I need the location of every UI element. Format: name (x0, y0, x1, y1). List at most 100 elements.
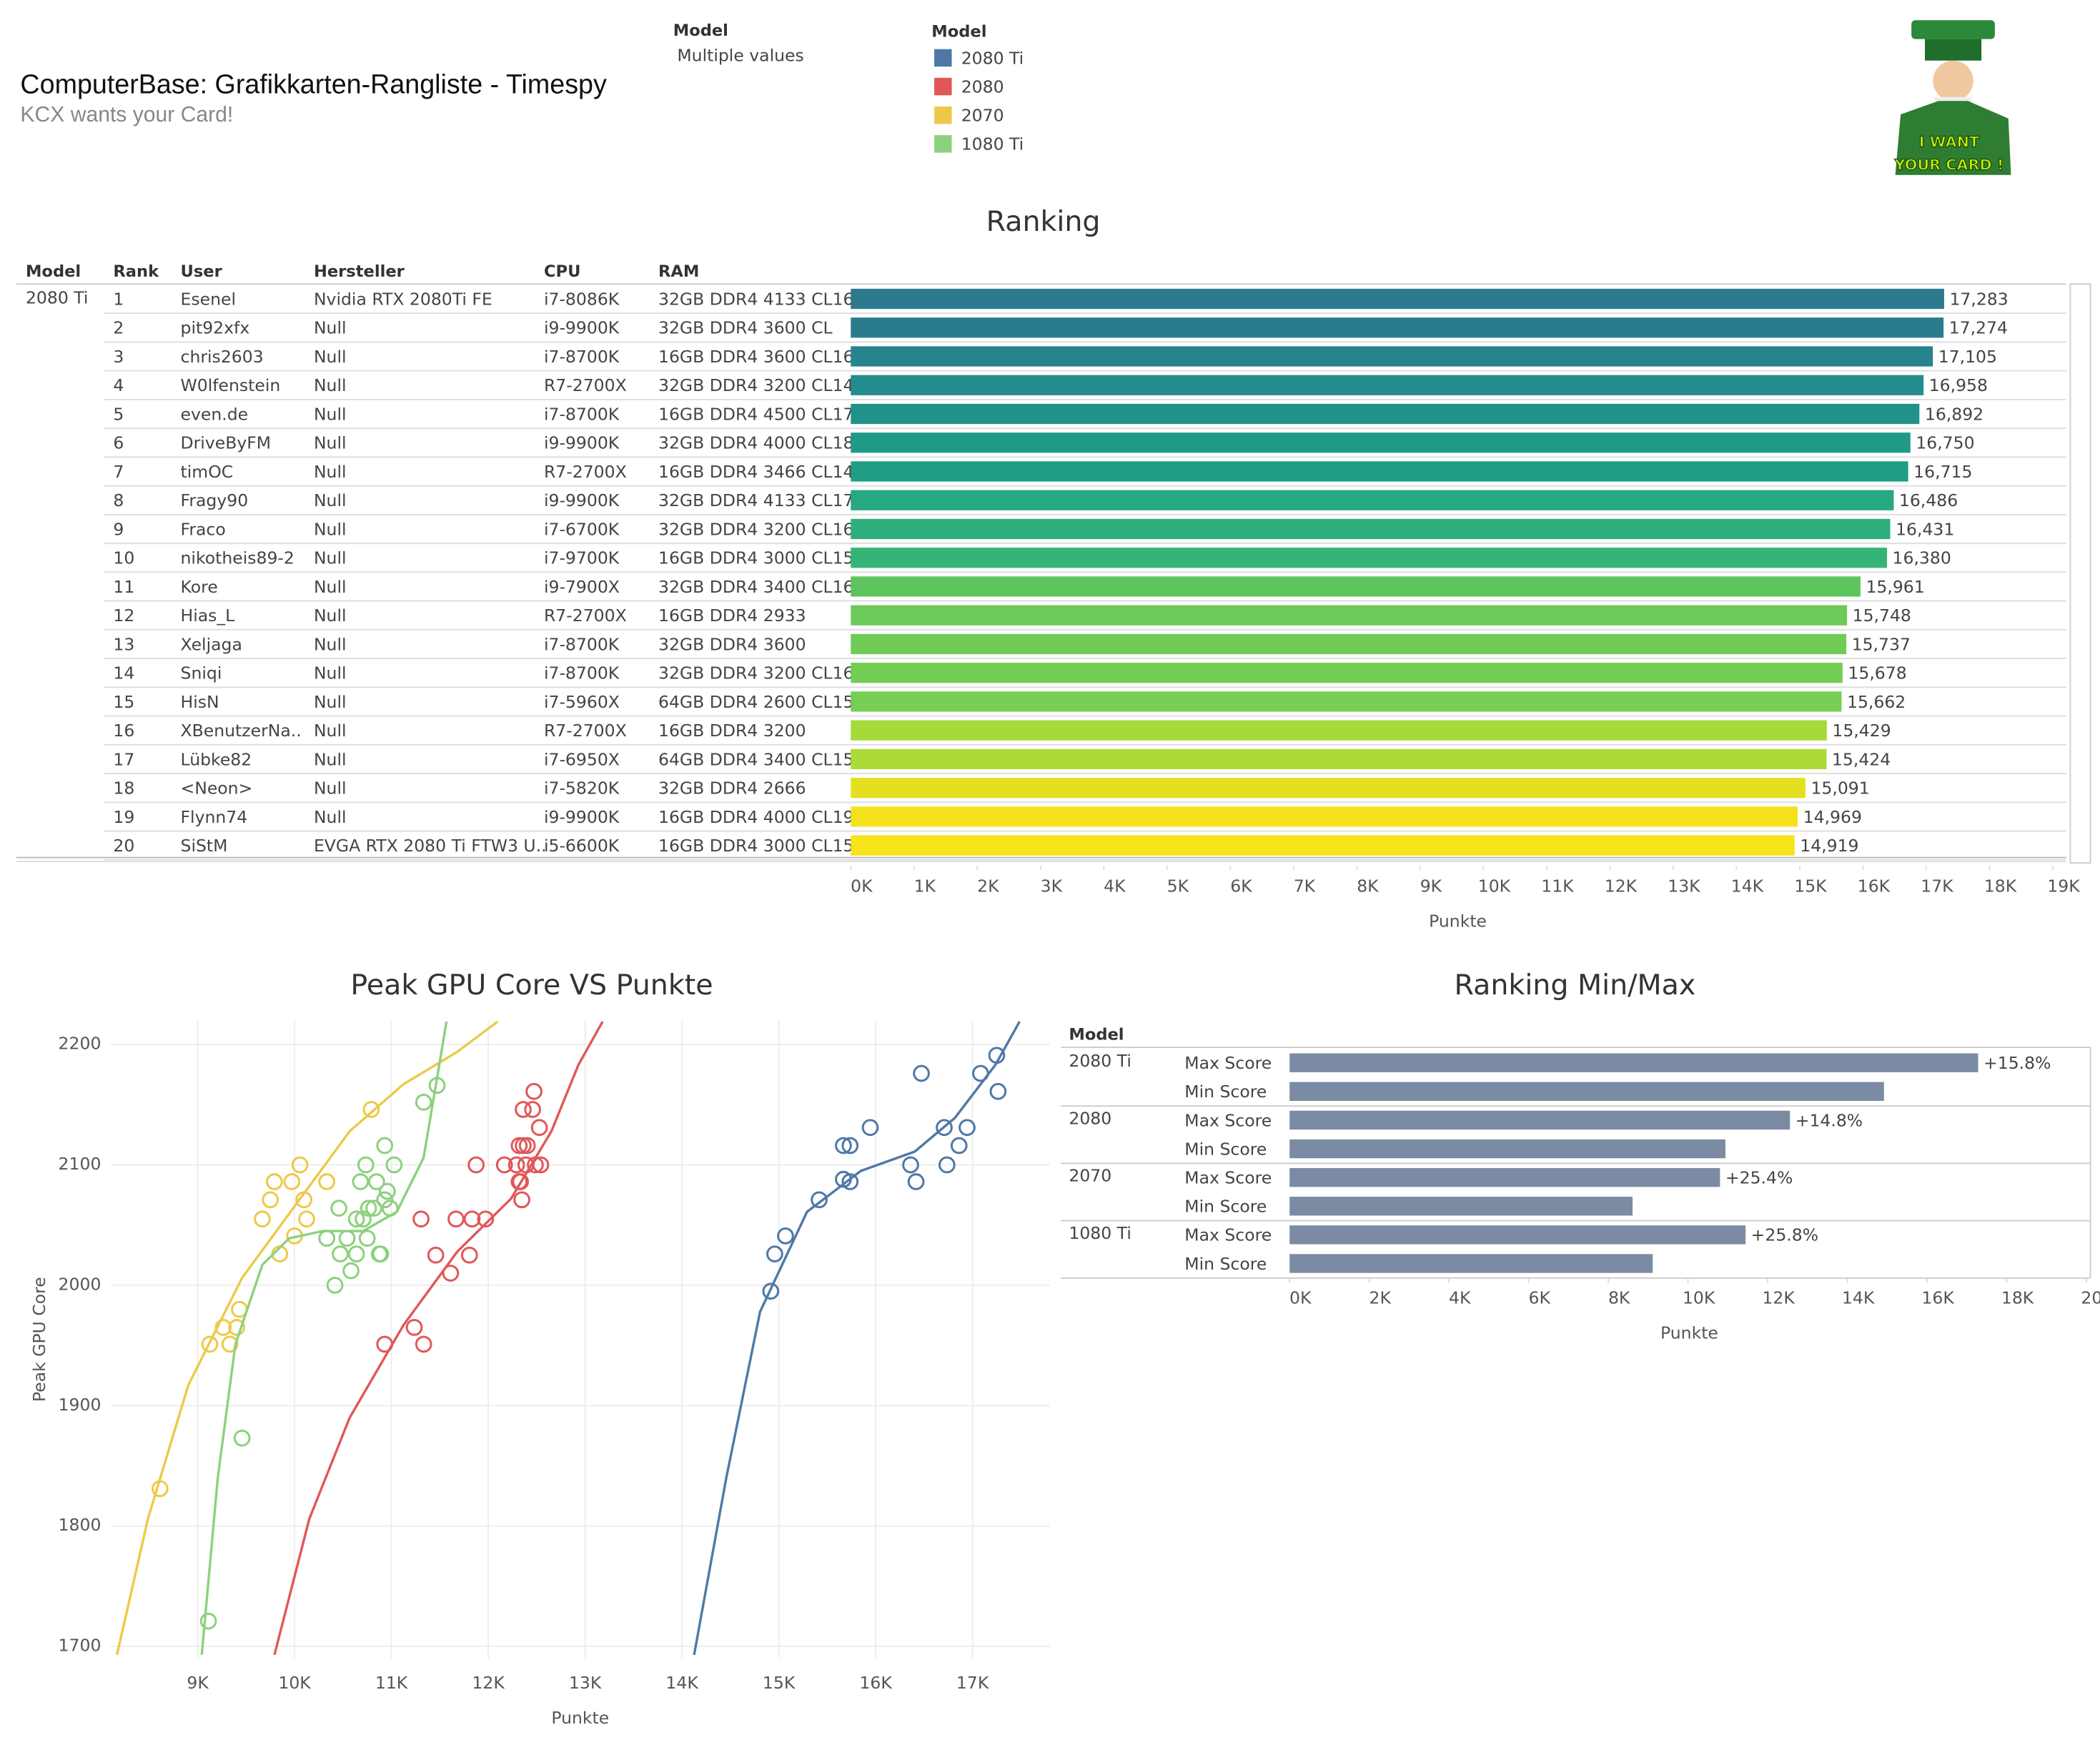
point (861, 1119, 879, 1137)
value-label: 15,091 (1811, 778, 1869, 799)
bar (851, 835, 1795, 856)
x-tick-label: 10K (1478, 876, 1511, 896)
x-tick-label: 18K (1984, 876, 2017, 896)
bar (851, 548, 1888, 568)
point (342, 1262, 360, 1280)
legend-label: 1080 Ti (961, 134, 1024, 154)
point (214, 1318, 232, 1336)
cell-cpu: R7-2700X (544, 375, 627, 395)
category-label: 2080 (1069, 1108, 1111, 1128)
point (365, 1200, 382, 1217)
cell-hersteller: Null (314, 807, 347, 827)
cell-rank: 5 (113, 404, 124, 424)
point (379, 1182, 396, 1200)
cell-user: Flynn74 (181, 807, 248, 827)
scrollbar (2069, 283, 2091, 864)
point (950, 1137, 968, 1155)
point (199, 1612, 217, 1630)
bar (851, 375, 1924, 395)
trend-line (273, 1021, 604, 1656)
point (777, 1227, 794, 1245)
y-axis-label: Peak GPU Core (29, 1277, 49, 1402)
point (295, 1191, 313, 1209)
cell-hersteller: Null (314, 347, 347, 367)
logo-face (1933, 60, 1973, 102)
cell-cpu: i7-6700K (544, 519, 620, 539)
cell-ram: 16GB DDR4 3466 CL14 (658, 462, 854, 482)
point (510, 1173, 528, 1190)
trend-line (693, 1021, 1021, 1656)
x-tick-label: 8K (1608, 1288, 1630, 1308)
cell-user: Fraco (181, 519, 226, 539)
column-header: Rank (113, 262, 159, 281)
point (362, 1101, 380, 1118)
point (367, 1173, 385, 1190)
point (495, 1156, 513, 1174)
cell-cpu: i9-9900K (544, 490, 620, 510)
x-tick-label: 15K (1794, 876, 1827, 896)
cell-user: Hias_L (181, 605, 235, 626)
point (360, 1200, 377, 1217)
point (233, 1429, 251, 1447)
cell-user: Kore (181, 577, 218, 597)
legend-swatch (934, 49, 952, 67)
cell-hersteller: Null (314, 404, 347, 424)
point (298, 1210, 315, 1228)
point (376, 1191, 394, 1209)
point (841, 1173, 859, 1190)
cell-cpu: i9-9900K (544, 807, 620, 827)
y-tick-label: 1800 (59, 1515, 101, 1535)
point (835, 1137, 852, 1155)
point (318, 1173, 336, 1190)
series-label: Min Score (1184, 1197, 1267, 1217)
bar (1289, 1139, 1725, 1159)
row-header: Model (1069, 1026, 1124, 1044)
bar (1289, 1110, 1791, 1130)
bar (851, 778, 1806, 799)
point (415, 1094, 432, 1111)
point (262, 1191, 279, 1209)
x-tick-label: 1K (914, 876, 936, 896)
x-tick-label: 16K (1921, 1288, 1954, 1308)
point (524, 1101, 542, 1118)
column-header: CPU (544, 262, 580, 281)
x-tick-label: 2K (977, 876, 999, 896)
logo-hat (1911, 20, 1995, 39)
cell-hersteller: Null (314, 605, 347, 626)
annotation: +14.8% (1796, 1110, 1863, 1130)
column-header: RAM (658, 262, 699, 281)
cell-user: Sniqi (181, 663, 222, 683)
bar (851, 403, 1920, 425)
value-label: 15,678 (1848, 663, 1906, 683)
cell-hersteller: Null (314, 663, 347, 683)
x-tick-label: 4K (1449, 1288, 1471, 1308)
x-tick-label: 3K (1041, 876, 1063, 896)
cell-cpu: R7-2700X (544, 605, 627, 626)
y-tick-label: 2000 (59, 1274, 101, 1294)
point (266, 1173, 283, 1190)
cell-ram: 16GB DDR4 4000 CL19 (658, 807, 854, 827)
bar (851, 288, 1944, 310)
point (442, 1265, 460, 1282)
series-label: Max Score (1184, 1225, 1272, 1245)
cell-user: XBenutzerNa.. (181, 721, 302, 741)
logo-text: YOUR CARD ! (1893, 157, 2004, 174)
x-tick-label: 20K (2081, 1288, 2100, 1308)
category-label: 2080 Ti (1069, 1051, 1131, 1071)
value-label: 17,274 (1949, 318, 2008, 338)
x-axis-label: Punkte (1660, 1323, 1718, 1343)
point (762, 1282, 780, 1300)
x-tick-label: 0K (1289, 1288, 1312, 1308)
cell-rank: 15 (113, 692, 134, 712)
point (151, 1480, 169, 1498)
chart-title: Ranking Min/Max (1455, 969, 1696, 1002)
cell-rank: 18 (113, 778, 134, 799)
x-tick-label: 10K (278, 1673, 311, 1693)
point (357, 1156, 375, 1174)
value-label: 15,424 (1832, 749, 1891, 769)
point (338, 1230, 356, 1247)
logo-coat (1895, 101, 2011, 175)
x-tick-label: 11K (375, 1673, 408, 1693)
cell-ram: 32GB DDR4 4000 CL18 (658, 433, 854, 453)
